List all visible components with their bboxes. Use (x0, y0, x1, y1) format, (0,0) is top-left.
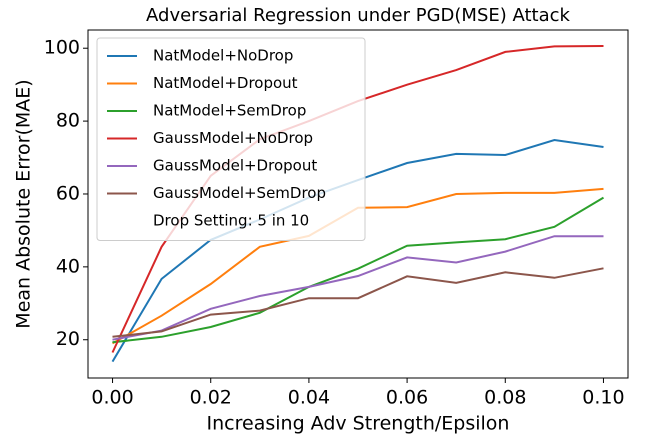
y-tick-label: 100 (44, 37, 80, 59)
legend-label: NatModel+Dropout (153, 74, 298, 92)
series-line (112, 196, 605, 344)
y-axis-label: Mean Absolute Error(MAE) (13, 79, 35, 328)
legend-label: GaussModel+Dropout (153, 157, 317, 175)
x-tick-label: 0.02 (190, 387, 232, 409)
y-tick-label: 80 (56, 110, 80, 132)
y-tick-label: 20 (56, 328, 80, 350)
x-tick-label: 0.04 (288, 387, 330, 409)
series-line (112, 267, 604, 338)
x-tick-label: 0.06 (386, 387, 428, 409)
y-tick-label: 60 (56, 182, 80, 204)
x-tick-label: 0.10 (582, 387, 624, 409)
legend-label: NatModel+NoDrop (153, 47, 293, 65)
x-axis-label: Increasing Adv Strength/Epsilon (207, 413, 510, 435)
legend-label: GaussModel+NoDrop (153, 129, 313, 147)
y-tick-label: 40 (56, 255, 80, 277)
plot-frame (87, 29, 629, 379)
legend-label: GaussModel+SemDrop (153, 184, 326, 202)
series-line (112, 235, 604, 341)
legend-label: NatModel+SemDrop (153, 102, 306, 120)
legend-box (96, 37, 366, 241)
legend-note: Drop Setting: 5 in 10 (153, 212, 309, 230)
x-tick-label: 0.00 (91, 387, 133, 409)
chart-title: Adversarial Regression under PGD(MSE) At… (146, 5, 571, 26)
x-tick-label: 0.08 (484, 387, 526, 409)
